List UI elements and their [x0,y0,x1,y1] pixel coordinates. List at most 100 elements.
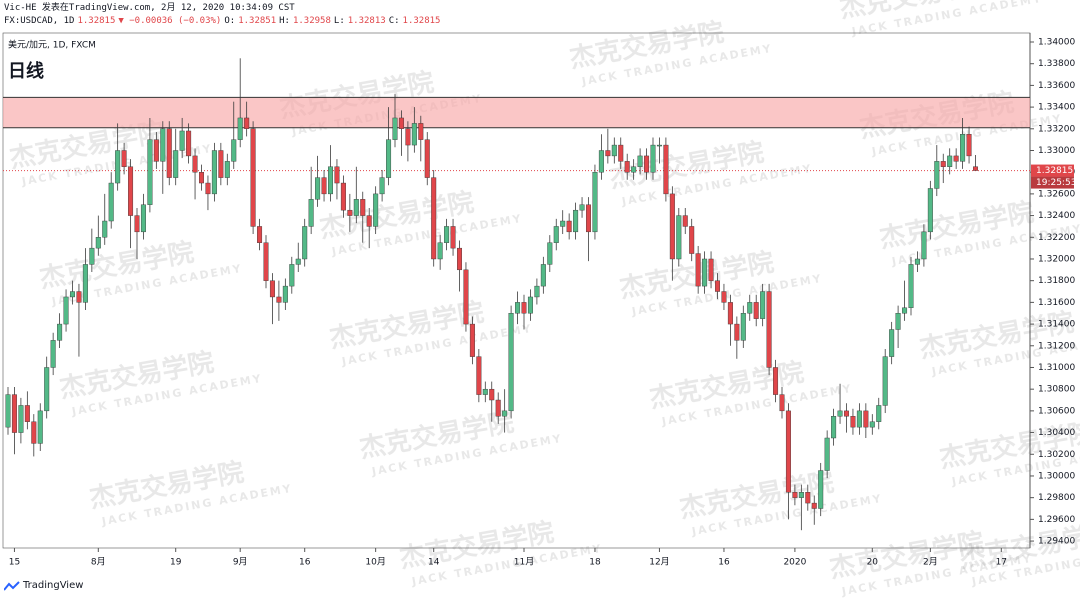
y-tick-label: 1.32200 [1038,233,1075,243]
candle-body [153,139,159,162]
candle-body [798,492,804,498]
candle-body [282,285,288,303]
candle-body [734,323,740,341]
candle-body [44,367,50,412]
plot [3,58,1030,531]
x-tick-label: 2月 [923,557,938,568]
x-tick-label: 20 [867,558,879,568]
candle-body [811,502,817,509]
candle-body [198,171,204,184]
candle-body [18,405,24,433]
candle-body [656,144,662,147]
candle-body [695,253,701,287]
candle-body [69,291,75,298]
candle-body [914,258,920,265]
symbol-part: 1.32813 [347,16,386,26]
y-tick-label: 1.30600 [1038,406,1075,416]
candle-body [586,204,592,233]
candle-body [631,166,637,173]
x-tick-label: 12月 [649,557,669,568]
candle-body [244,117,250,129]
candle-body [289,264,295,287]
brand: TradingView [23,580,84,591]
candle-body [166,128,172,178]
candle-body [753,302,759,319]
candle-body [179,130,185,151]
x-tick-label: 9月 [233,557,248,568]
y-tick-label: 1.31800 [1038,276,1075,286]
candle-body [418,123,424,140]
x-tick-label: 15 [9,558,20,568]
symbol-part: O: [224,16,236,26]
candle-body [540,264,546,287]
candle-body [398,117,404,129]
candle-body [702,258,708,287]
candle-body [953,155,959,162]
header: Vic-HE 发表在TradingView.com, 2月 12, 2020 1… [4,2,443,28]
candle-body [779,394,785,412]
candle-body [63,296,69,325]
candle-body [669,193,675,260]
candle-body [708,258,714,281]
chart-title: 日线 [8,60,44,82]
candle-body [515,302,521,314]
y-tick-label: 1.30200 [1038,450,1075,460]
candle-body [676,215,682,260]
candle-body [747,302,753,314]
candle-body [689,226,695,254]
candle-body [624,161,630,173]
candle-body [463,269,469,325]
x-tick-label: 18 [589,558,601,568]
candle-body [766,291,772,368]
candle-body [469,323,475,357]
candle-body [837,410,843,417]
x-tick-label: 2020 [783,558,806,568]
candle-body [650,144,656,173]
symbol-part: ▼ −0.00036 (−0.03%) [118,16,222,26]
y-tick-label: 1.29800 [1038,493,1075,503]
y-tick-label: 1.31400 [1038,320,1075,330]
symbol-part: 1.32815 [402,16,441,26]
candle-body [476,356,482,395]
candle-body [921,231,927,260]
y-tick-label: 1.29600 [1038,515,1075,525]
candle-body [508,313,514,412]
y-tick-label: 1.31600 [1038,298,1075,308]
y-tick-label: 1.33400 [1038,103,1075,113]
candle-body [895,313,901,330]
candle-body [457,247,463,271]
candle-body [224,161,230,178]
candle-body [973,166,979,171]
candle-body [682,215,688,227]
candle-body [173,150,179,178]
candle-body [115,150,121,184]
candle-body [276,296,282,303]
candle-body [373,193,379,227]
y-tick-label: 1.32000 [1038,254,1075,264]
x-tick-label: 14 [428,558,440,568]
candle-body [76,291,82,303]
y-tick-label: 1.34000 [1038,38,1075,48]
countdown-label: 19:25:53 [1036,178,1076,188]
candle-body [31,421,37,444]
symbol-part: 1.32958 [292,16,331,26]
candle-body [934,161,940,189]
y-tick-label: 1.31200 [1038,341,1075,351]
candle-body [721,291,727,303]
symbol-part: FX:USDCAD, 1D [4,16,75,26]
candle-body [534,285,540,298]
candle-body [379,177,385,195]
candle-body [128,166,134,216]
y-tick-label: 1.30400 [1038,428,1075,438]
candle-body [121,150,127,167]
y-tick-label: 1.33200 [1038,124,1075,134]
candle-body [340,182,346,211]
y-tick-label: 1.31000 [1038,363,1075,373]
